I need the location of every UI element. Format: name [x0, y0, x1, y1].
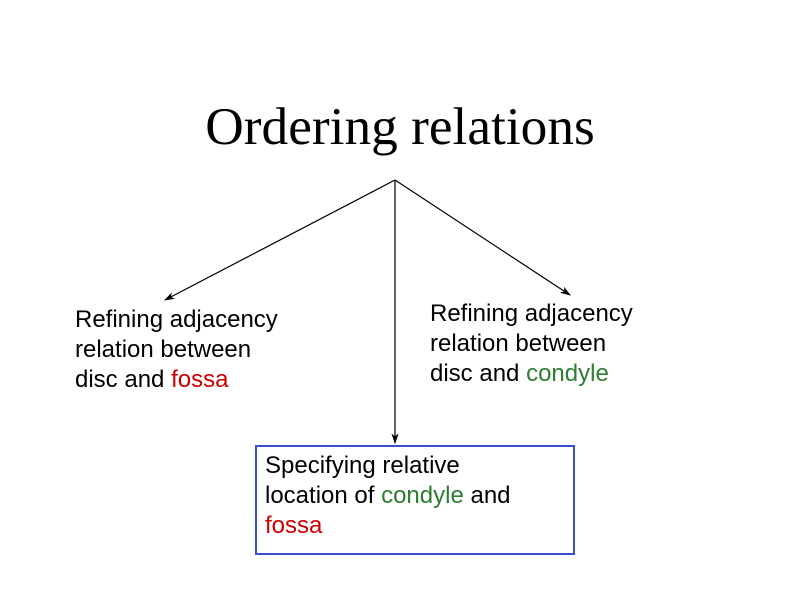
text-line: location of condyle and — [265, 481, 565, 511]
slide-title: Ordering relations — [0, 95, 800, 157]
arrow-to-left — [165, 180, 395, 300]
slide-stage: Ordering relations Refining adjacencyrel… — [0, 0, 800, 600]
text-line: disc and fossa — [75, 365, 335, 395]
text-line: fossa — [265, 511, 565, 541]
text-line: relation between — [430, 329, 710, 359]
text-line: Specifying relative — [265, 451, 565, 481]
text-line: relation between — [75, 335, 335, 365]
highlight-term: fossa — [171, 366, 228, 393]
node-right: Refining adjacencyrelation betweendisc a… — [430, 299, 710, 389]
node-left: Refining adjacencyrelation betweendisc a… — [75, 305, 335, 395]
highlight-term: condyle — [526, 360, 609, 387]
text-line: Refining adjacency — [75, 305, 335, 335]
text-line: disc and condyle — [430, 359, 710, 389]
arrow-to-right — [395, 180, 570, 295]
node-bottom: Specifying relativelocation of condyle a… — [255, 445, 575, 555]
highlight-term: fossa — [265, 512, 322, 539]
highlight-term: condyle — [381, 482, 464, 509]
text-line: Refining adjacency — [430, 299, 710, 329]
